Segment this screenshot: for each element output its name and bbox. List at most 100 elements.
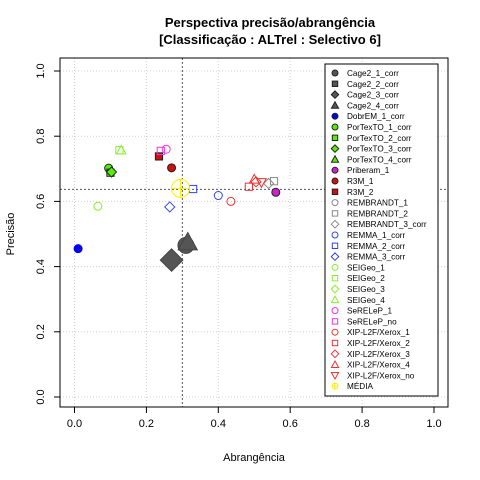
legend-marker bbox=[331, 275, 339, 282]
legend-label: R3M_2 bbox=[347, 188, 374, 197]
legend-marker bbox=[331, 328, 339, 336]
legend-marker bbox=[331, 339, 339, 347]
data-point bbox=[161, 144, 171, 154]
data-point bbox=[115, 144, 127, 155]
legend-label: REMBRANDT_1 bbox=[347, 199, 408, 208]
y-tick-label: 1.0 bbox=[35, 63, 47, 78]
x-tick-label: 0.4 bbox=[211, 418, 226, 430]
data-point bbox=[250, 176, 262, 188]
y-axis-label: Precisão bbox=[5, 213, 17, 256]
y-tick-label: 0.0 bbox=[35, 389, 47, 404]
legend-label: XIP-L2F/Xerox_4 bbox=[347, 361, 410, 370]
data-point bbox=[262, 177, 275, 190]
legend-marker bbox=[330, 252, 340, 262]
legend-label: Cage2_2_corr bbox=[347, 80, 399, 89]
legend-marker bbox=[330, 359, 340, 368]
legend-marker bbox=[330, 349, 340, 359]
legend-label: REMMA_3_corr bbox=[347, 253, 406, 262]
legend-label: REMBRANDT_2 bbox=[347, 209, 408, 218]
x-tick-label: 0.8 bbox=[354, 418, 369, 430]
legend-label: R3M_1 bbox=[347, 177, 374, 186]
legend-label: SEIGeo_1 bbox=[347, 263, 385, 272]
x-tick-label: 0.0 bbox=[67, 418, 82, 430]
x-tick-label: 0.2 bbox=[139, 418, 154, 430]
legend-marker bbox=[331, 318, 339, 325]
legend-marker bbox=[330, 144, 340, 154]
y-tick-label: 0.6 bbox=[35, 194, 47, 209]
legend-marker bbox=[331, 210, 339, 217]
legend-label: SEIGeo_3 bbox=[347, 285, 385, 294]
data-point bbox=[159, 248, 184, 273]
data-point bbox=[73, 244, 83, 254]
legend-marker bbox=[331, 199, 339, 207]
y-tick-label: 0.4 bbox=[35, 259, 47, 274]
legend-label: Cage2_3_corr bbox=[347, 91, 399, 100]
legend-marker bbox=[331, 177, 339, 185]
legend-label: SeRELeP_1 bbox=[347, 307, 393, 316]
legend-marker bbox=[330, 295, 340, 304]
data-point bbox=[213, 191, 223, 201]
data-points bbox=[73, 144, 281, 273]
legend-label: SEIGeo_4 bbox=[347, 296, 385, 305]
y-tick-label: 0.2 bbox=[35, 324, 47, 339]
legend-label: REMMA_2_corr bbox=[347, 242, 406, 251]
legend-label: XIP-L2F/Xerox_1 bbox=[347, 328, 410, 337]
data-point bbox=[164, 201, 176, 213]
chart-title-line2: [Classificação : ALTrel : Selectivo 6] bbox=[159, 32, 381, 47]
legend-label: XIP-L2F/Xerox_3 bbox=[347, 350, 410, 359]
legend-marker bbox=[331, 166, 339, 174]
data-point bbox=[226, 196, 236, 206]
axis-ticks: 0.0 0.0 0.2 0.2 0.4 0.4 0.6 0.6 0.8 0.8 1.0 1.0 bbox=[35, 63, 442, 430]
legend-marker bbox=[330, 154, 340, 163]
data-point bbox=[171, 178, 191, 198]
x-axis-label: Abrangência bbox=[223, 452, 286, 464]
legend-label: XIP-L2F/Xerox_no bbox=[347, 371, 415, 380]
legend-marker bbox=[330, 372, 340, 381]
data-point bbox=[271, 187, 281, 197]
legend-marker bbox=[330, 284, 340, 294]
data-point bbox=[167, 163, 177, 173]
legend-label: PorTexTO_1_corr bbox=[347, 123, 412, 132]
legend-marker bbox=[331, 188, 339, 196]
legend-marker bbox=[331, 307, 339, 315]
legend-marker bbox=[330, 100, 340, 109]
legend-label: Cage2_4_corr bbox=[347, 101, 399, 110]
data-point bbox=[156, 146, 165, 155]
plot-frame bbox=[59, 57, 449, 408]
legend-marker bbox=[331, 69, 339, 77]
legend-box bbox=[324, 63, 439, 397]
legend-marker bbox=[331, 123, 339, 131]
legend-label: REMBRANDT_3_corr bbox=[347, 220, 427, 229]
legend-marker bbox=[331, 80, 339, 87]
data-point bbox=[269, 177, 279, 186]
legend-marker bbox=[331, 242, 339, 250]
legend-marker bbox=[331, 263, 339, 271]
legend-label: MÉDIA bbox=[347, 381, 373, 391]
legend-marker bbox=[331, 231, 339, 239]
legend-marker bbox=[330, 90, 340, 100]
legend-label: Priberam_1 bbox=[347, 166, 390, 175]
data-point bbox=[93, 201, 103, 211]
legend-marker bbox=[331, 134, 339, 142]
data-point bbox=[177, 231, 199, 251]
legend-label: PorTexTO_4_corr bbox=[347, 155, 412, 164]
legend-label: SeRELeP_no bbox=[347, 317, 397, 326]
legend-label: PorTexTO_2_corr bbox=[347, 134, 412, 143]
legend-label: REMMA_1_corr bbox=[347, 231, 406, 240]
legend-label: DobrEM_1_corr bbox=[347, 112, 405, 121]
legend-label: SEIGeo_2 bbox=[347, 274, 385, 283]
legend-marker bbox=[331, 382, 339, 390]
legend-label: Cage2_1_corr bbox=[347, 69, 399, 78]
legend-marker bbox=[330, 219, 340, 229]
data-point bbox=[105, 166, 118, 178]
data-point bbox=[154, 152, 164, 161]
reference-lines bbox=[60, 58, 448, 407]
x-tick-label: 0.6 bbox=[283, 418, 298, 430]
legend-label: XIP-L2F/Xerox_2 bbox=[347, 339, 410, 348]
legend-label: PorTexTO_3_corr bbox=[347, 145, 412, 154]
data-point bbox=[255, 178, 268, 189]
legend-marker bbox=[331, 112, 339, 120]
x-tick-label: 1.0 bbox=[426, 418, 441, 430]
